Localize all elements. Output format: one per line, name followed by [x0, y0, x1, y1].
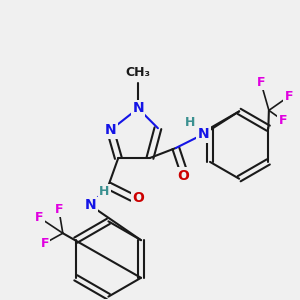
Text: N: N	[85, 199, 96, 212]
Text: F: F	[35, 211, 43, 224]
Text: F: F	[278, 114, 287, 127]
Text: O: O	[178, 169, 190, 183]
Text: F: F	[257, 76, 265, 89]
Text: F: F	[284, 90, 293, 103]
Text: F: F	[55, 203, 63, 216]
Text: H: H	[99, 185, 110, 198]
Text: N: N	[105, 123, 116, 137]
Text: N: N	[198, 127, 209, 141]
Text: F: F	[41, 237, 49, 250]
Text: O: O	[132, 190, 144, 205]
Text: CH₃: CH₃	[126, 66, 151, 79]
Text: H: H	[184, 116, 195, 129]
Text: N: N	[132, 101, 144, 116]
